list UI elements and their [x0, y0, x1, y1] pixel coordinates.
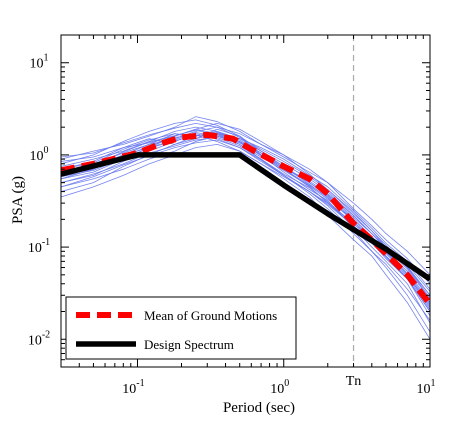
x-tick-label: 100: [270, 378, 289, 397]
plot-frame: [60, 34, 431, 368]
legend-box: [65, 296, 297, 360]
legend-label: Design Spectrum: [144, 337, 234, 352]
y-tick-label: 101: [30, 53, 49, 72]
design-spectrum-line: [61, 152, 430, 282]
ground-motion-line: [61, 122, 430, 299]
y-tick-label: 100: [30, 145, 49, 164]
ground-motion-line: [61, 122, 430, 292]
legend-label: Mean of Ground Motions: [144, 308, 277, 323]
x-tick-label: 101: [417, 378, 436, 397]
plot-area: Tn 10-1 100 101 101 100 10-1 10-2 Mean of Ground…: [28, 34, 436, 397]
ground-motion-line: [61, 139, 430, 312]
ground-motion-line: [61, 129, 430, 300]
y-tick-label: 10-2: [28, 329, 50, 348]
ground-motion-line: [61, 136, 430, 310]
x-tick-label: 10-1: [122, 378, 144, 397]
y-tick-label: 10-1: [28, 237, 50, 256]
tn-annotation-label: Tn: [346, 374, 362, 389]
ground-motion-line: [61, 132, 430, 296]
ground-motion-line: [61, 130, 430, 290]
y-axis-label: PSA (g): [10, 176, 26, 224]
ground-motion-line: [61, 126, 430, 285]
ground-motion-line: [61, 126, 430, 303]
x-axis-label: Period (sec): [223, 400, 295, 416]
